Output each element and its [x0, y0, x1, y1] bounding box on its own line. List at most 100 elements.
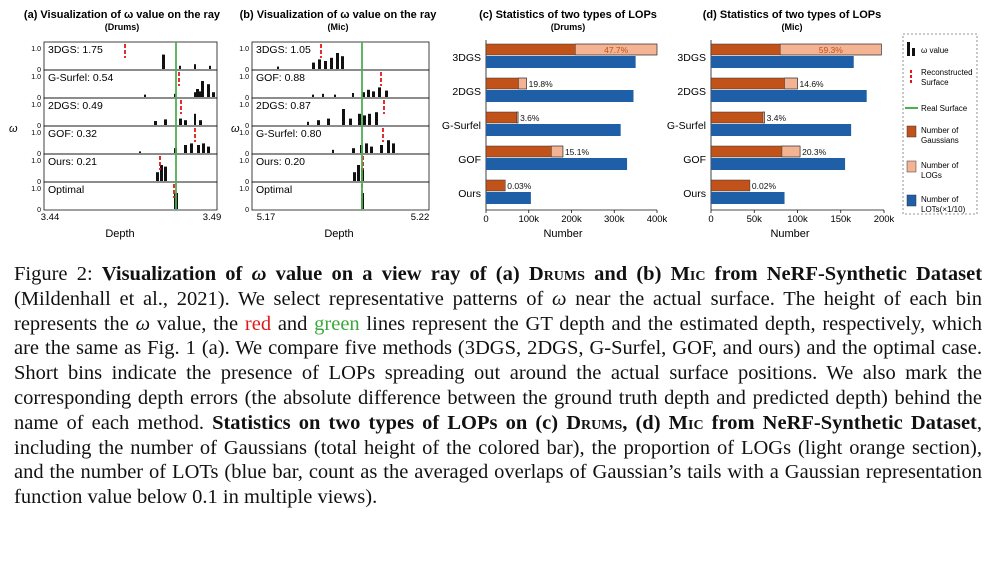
lots-bar — [486, 158, 628, 170]
x-tick-label: 400k — [647, 214, 668, 225]
legend-logs-text-1: Number of — [921, 161, 959, 170]
panel-a-xlabel: Depth — [105, 228, 134, 240]
panel-c-title: (c) Statistics of two types of LOPs — [479, 9, 657, 21]
panel-b-omega-label: ω — [231, 123, 240, 135]
x-tick-label: 150k — [830, 214, 851, 225]
omega-bin — [318, 59, 321, 69]
hist-row-label: GOF: 0.32 — [48, 128, 97, 140]
figure-caption: Figure 2: Visualization of ω value on a … — [14, 262, 982, 510]
panel-d-xlabel: Number — [770, 228, 809, 240]
omega-bin — [156, 172, 159, 181]
gaussians-bar — [486, 44, 576, 55]
omega-bin — [144, 94, 146, 97]
panel-d-bar-chart: 0 50k 100k 150k 200k 3DGS 59.3% 2DGS 14.6% G-Surf… — [667, 40, 895, 225]
hist-ytick-bottom: 0 — [245, 67, 249, 74]
x-tick-label: 100k — [787, 214, 808, 225]
legend: ω value Reconstructed Surface Real Surfa… — [902, 33, 978, 215]
omega-bin — [370, 146, 373, 153]
omega-bin — [184, 120, 187, 125]
figure: (a) Visualization of ω value on the ray … — [9, 9, 978, 240]
omega-bin — [190, 143, 193, 153]
gaussians-bar — [711, 44, 781, 55]
lots-bar — [711, 158, 846, 170]
hist-row-label: G-Surfel: 0.54 — [48, 72, 114, 84]
panel-d-subtitle: (Mic) — [782, 22, 803, 32]
hist-ytick-top: 1.0 — [31, 130, 41, 137]
gaussians-bar — [486, 112, 517, 123]
legend-lots-text-1: Number of — [921, 195, 959, 204]
lots-bar — [711, 90, 867, 102]
hist-row-label: G-Surfel: 0.80 — [256, 128, 322, 140]
caption-b6: , (d) — [622, 411, 669, 434]
hist-ytick-bottom: 0 — [37, 67, 41, 74]
panel-c-xlabel: Number — [543, 228, 582, 240]
x-tick-label: 200k — [561, 214, 582, 225]
hist-ytick-top: 1.0 — [31, 46, 41, 53]
hist-ytick-top: 1.0 — [31, 74, 41, 81]
caption-t6: , including the number of Gaussians (tot… — [14, 411, 983, 509]
omega-bin — [327, 118, 330, 125]
omega-bin — [184, 145, 187, 153]
omega-bin — [322, 93, 324, 97]
omega-bin — [368, 113, 371, 125]
log-percent-label: 19.8% — [529, 79, 554, 89]
omega-bin — [196, 89, 199, 97]
log-percent-label: 47.7% — [604, 45, 629, 55]
legend-reconstructed-text-2: Surface — [921, 78, 949, 87]
omega-bin — [352, 148, 355, 153]
logs-bar — [784, 77, 798, 90]
panel-b-subtitle: (Mic) — [328, 22, 349, 32]
hist-row-frame — [251, 181, 430, 211]
omega-bin — [365, 143, 368, 153]
gaussians-bar — [486, 78, 519, 89]
panel-a-title: (a) Visualization of ω value on the ray — [24, 9, 221, 21]
caption-omega-3: ω — [135, 312, 151, 335]
omega-bin — [209, 65, 211, 69]
gaussians-bar-outline — [710, 43, 882, 56]
category-label: G-Surfel — [442, 120, 481, 132]
gaussians-bar-outline — [485, 145, 564, 158]
omega-bin — [162, 54, 165, 69]
omega-bin — [154, 121, 157, 125]
legend-frame — [902, 33, 978, 215]
logs-bar — [551, 145, 564, 158]
hist-ytick-bottom: 0 — [245, 123, 249, 130]
hist-row-label: Ours: 0.21 — [48, 156, 97, 168]
hist-ytick-bottom: 0 — [245, 207, 249, 214]
hist-ytick-bottom: 0 — [245, 179, 249, 186]
logs-bar — [781, 145, 801, 158]
omega-bin — [375, 112, 378, 125]
x-tick-label: 0 — [708, 214, 713, 225]
hist-ytick-top: 1.0 — [239, 102, 249, 109]
panel-a-xmin: 3.44 — [41, 212, 60, 223]
omega-bin — [194, 64, 196, 69]
lots-bar — [711, 124, 852, 136]
panel-a-subtitle: (Drums) — [105, 22, 140, 32]
omega-bin — [363, 115, 366, 125]
omega-bin — [202, 143, 205, 153]
caption-mic-1: Mic — [670, 263, 706, 285]
legend-lots-text-2: LOTs(×1/10) — [921, 205, 966, 214]
panel-a-omega-label: ω — [9, 123, 18, 135]
gaussians-bar — [711, 180, 750, 191]
omega-bin — [199, 91, 201, 97]
omega-bin — [387, 140, 390, 153]
gaussians-bar — [486, 146, 552, 157]
omega-bin — [358, 113, 361, 125]
hist-row-frame — [43, 181, 218, 211]
legend-reconstructed-text-1: Reconstructed — [921, 68, 973, 77]
omega-bin — [353, 172, 356, 181]
caption-b1: Visualization of — [101, 263, 252, 285]
omega-bin — [312, 94, 314, 97]
gaussians-bar-outline — [485, 111, 519, 124]
hist-row-label: 2DGS: 0.49 — [48, 100, 103, 112]
log-percent-label: 15.1% — [565, 147, 590, 157]
hist-row-label: 3DGS: 1.05 — [256, 44, 311, 56]
lots-bar — [486, 124, 621, 136]
log-percent-label: 59.3% — [819, 45, 844, 55]
hist-ytick-top: 1.0 — [239, 46, 249, 53]
hist-ytick-top: 1.0 — [239, 74, 249, 81]
caption-drums-2: Drums — [566, 411, 623, 434]
